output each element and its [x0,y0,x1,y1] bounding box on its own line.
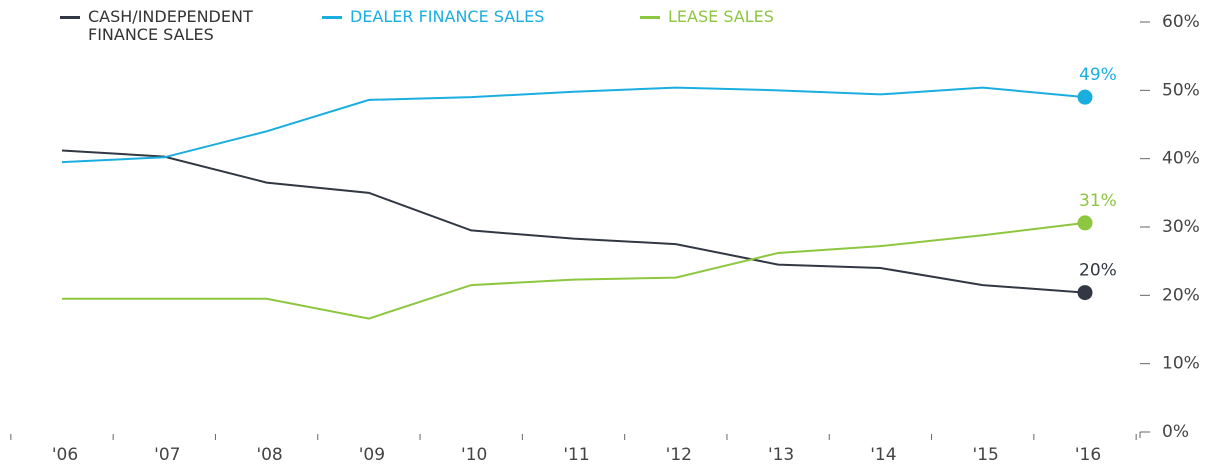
value-label: 31% [1079,191,1117,211]
x-tick-label: '12 [666,445,692,465]
legend-swatch [640,16,660,19]
y-tick-label: 10% [1162,354,1200,374]
x-tick-label: '09 [359,445,385,465]
legend-label: DEALER FINANCE SALES [350,7,545,26]
legend-swatch [60,16,80,19]
y-tick-label: 50% [1162,80,1200,100]
x-tick-label: '15 [973,445,999,465]
legend-swatch [322,16,342,19]
value-label: 20% [1079,261,1117,281]
x-tick-label: '11 [563,445,589,465]
y-tick-label: 30% [1162,217,1200,237]
legend-item: DEALER FINANCE SALES [322,8,544,26]
line [61,86,1086,164]
end-point [1077,285,1093,301]
legend-label: LEASE SALES [668,7,774,26]
line [61,149,1086,294]
legend-item: CASH/INDEPENDENT FINANCE SALES [60,8,288,44]
y-tick-label: 60% [1162,12,1200,32]
x-tick-label: '13 [768,445,794,465]
x-tick-label: '07 [154,445,180,465]
x-tick-label: '08 [256,445,282,465]
y-tick-label: 0% [1162,422,1189,442]
end-point [1077,89,1093,105]
value-label: 49% [1079,65,1117,85]
legend-label: CASH/INDEPENDENT FINANCE SALES [88,7,253,44]
legend-item: LEASE SALES [640,8,774,26]
y-tick-label: 40% [1162,149,1200,169]
y-tick-label: 20% [1162,285,1200,305]
x-tick-label: '14 [870,445,896,465]
x-tick-label: '16 [1075,445,1101,465]
x-tick-label: '06 [52,445,78,465]
x-tick-label: '10 [461,445,487,465]
line [62,221,1086,320]
end-point [1077,215,1093,231]
